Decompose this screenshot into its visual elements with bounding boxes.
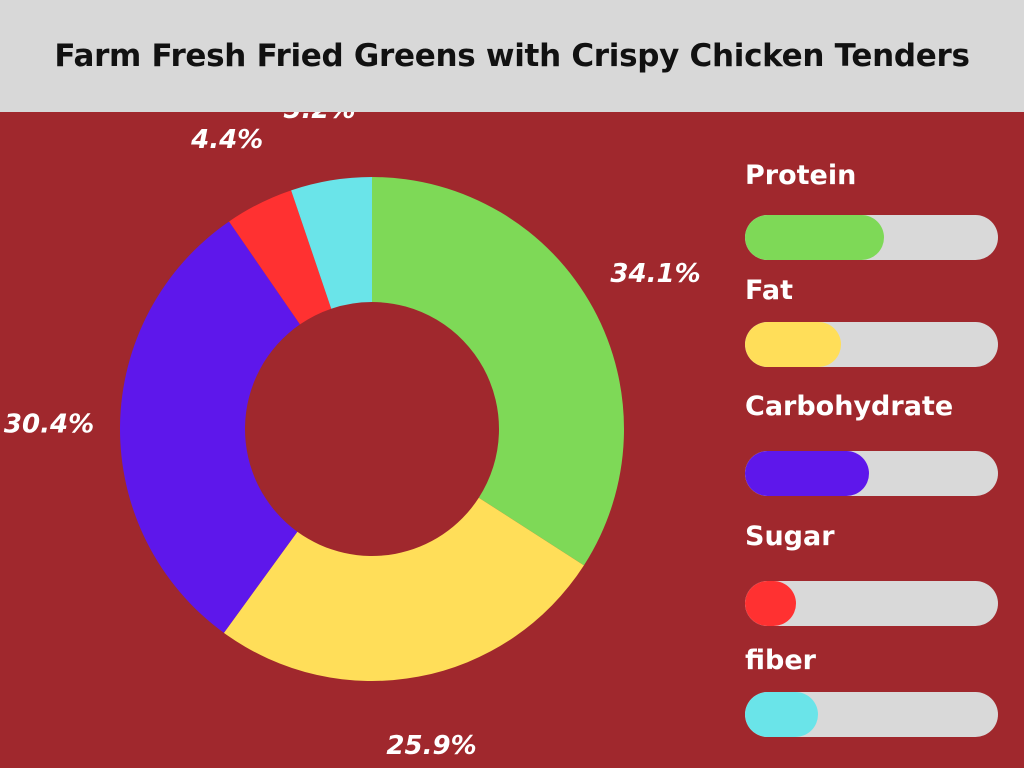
legend-fill-sugar [745,581,796,626]
data-label-sugar: 4.4% [190,125,263,155]
legend-item-protein: Protein [745,160,998,260]
legend-fill-protein [745,215,885,260]
legend-item-fat: Fat [745,275,998,367]
chart-area: 34.1% 25.9% 30.4% 4.4% 5.2% Protein Fat Carb… [0,112,1024,768]
legend-label-fiber: fiber [745,645,816,676]
data-label-fat: 25.9% [386,731,476,761]
legend-fill-fat [745,322,842,367]
slice-fat [223,497,584,681]
legend-label-sugar: Sugar [745,521,835,552]
legend-label-protein: Protein [745,160,857,191]
legend-label-carbohydrate: Carbohydrate [745,391,954,422]
legend-fill-fiber [745,692,819,737]
legend-item-fiber: fiber [745,645,998,737]
legend-track-carbohydrate [745,451,998,496]
chart-title: Farm Fresh Fried Greens with Crispy Chic… [54,38,970,74]
legend-track-sugar [745,581,998,626]
legend-label-fat: Fat [745,275,793,306]
legend-item-sugar: Sugar [745,521,998,626]
data-label-fiber: 5.2% [283,112,355,125]
donut-chart: 34.1% 25.9% 30.4% 4.4% 5.2% [4,112,701,761]
legend-track-fiber [745,692,998,737]
slice-fiber [291,177,372,309]
legend-track-protein [745,215,998,260]
header-bar: Farm Fresh Fried Greens with Crispy Chic… [0,0,1024,112]
slice-sugar [229,190,332,325]
legend: Protein Fat Carbohydrate Sugar fiber [745,112,1005,768]
data-label-protein: 34.1% [610,259,700,289]
legend-item-carbohydrate: Carbohydrate [745,391,998,496]
legend-fill-carbohydrate [745,451,869,496]
slice-carbohydrate [120,221,300,633]
slice-protein [372,177,624,566]
legend-track-fat [745,322,998,367]
data-label-carbohydrate: 30.4% [4,409,94,439]
